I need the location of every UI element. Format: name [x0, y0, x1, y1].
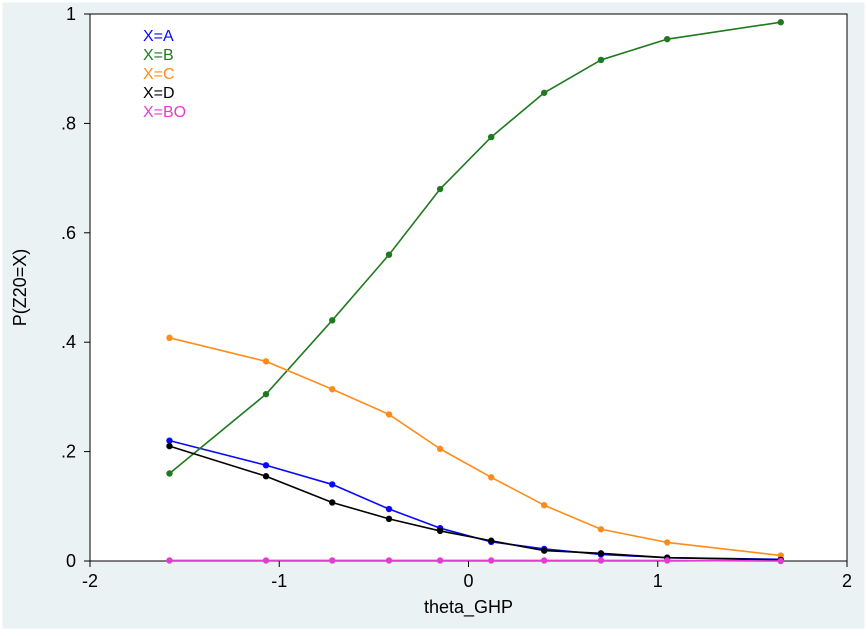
- series-marker: [329, 499, 335, 505]
- series-marker: [263, 391, 269, 397]
- series-marker: [598, 550, 604, 556]
- series-marker: [541, 557, 547, 563]
- legend-item: X=BO: [143, 104, 186, 121]
- series-marker: [166, 437, 172, 443]
- series-marker: [329, 317, 335, 323]
- series-marker: [664, 539, 670, 545]
- series-marker: [386, 411, 392, 417]
- series-marker: [166, 443, 172, 449]
- x-tick-label: -1: [271, 571, 287, 591]
- series-marker: [488, 134, 494, 140]
- x-axis-label: theta_GHP: [424, 597, 513, 618]
- chart-container: -2 -1 0 1 2 theta_GHP 0 .2 .4 .6 .8 1 P(Z20=X) X=A X=B…: [0, 0, 867, 631]
- legend-item: X=C: [143, 66, 175, 83]
- series-marker: [329, 386, 335, 392]
- series-marker: [263, 557, 269, 563]
- x-tick-label: 1: [653, 571, 663, 591]
- y-tick-label: 0: [66, 551, 76, 571]
- series-marker: [541, 90, 547, 96]
- series-marker: [263, 462, 269, 468]
- x-tick-label: -2: [82, 571, 98, 591]
- series-marker: [166, 470, 172, 476]
- chart-svg: -2 -1 0 1 2 theta_GHP 0 .2 .4 .6 .8 1 P(Z20=X) X=A X=B…: [0, 0, 867, 631]
- series-marker: [166, 335, 172, 341]
- series-marker: [386, 557, 392, 563]
- series-marker: [329, 481, 335, 487]
- series-marker: [778, 558, 784, 564]
- y-tick-label: .2: [61, 442, 76, 462]
- series-marker: [488, 557, 494, 563]
- series-marker: [488, 474, 494, 480]
- series-marker: [541, 547, 547, 553]
- series-marker: [598, 526, 604, 532]
- series-marker: [437, 557, 443, 563]
- legend-item: X=B: [143, 47, 174, 64]
- y-tick-label: .8: [61, 113, 76, 133]
- x-tick-label: 2: [842, 571, 852, 591]
- series-marker: [386, 251, 392, 257]
- y-tick-label: .4: [61, 332, 76, 352]
- y-tick-label: .6: [61, 223, 76, 243]
- series-marker: [263, 358, 269, 364]
- y-tick-label: 1: [66, 4, 76, 24]
- series-marker: [437, 186, 443, 192]
- series-marker: [541, 502, 547, 508]
- series-marker: [166, 557, 172, 563]
- series-marker: [598, 557, 604, 563]
- series-marker: [598, 57, 604, 63]
- series-marker: [329, 557, 335, 563]
- legend-item: X=D: [143, 85, 175, 102]
- series-marker: [386, 506, 392, 512]
- series-marker: [437, 446, 443, 452]
- series-marker: [664, 557, 670, 563]
- series-marker: [664, 36, 670, 42]
- series-marker: [386, 516, 392, 522]
- series-marker: [263, 473, 269, 479]
- series-line: [169, 560, 780, 561]
- series-marker: [778, 19, 784, 25]
- y-axis-label: P(Z20=X): [10, 249, 30, 327]
- legend-item: X=A: [143, 28, 174, 45]
- series-marker: [488, 538, 494, 544]
- series-marker: [437, 528, 443, 534]
- x-tick-label: 0: [463, 571, 473, 591]
